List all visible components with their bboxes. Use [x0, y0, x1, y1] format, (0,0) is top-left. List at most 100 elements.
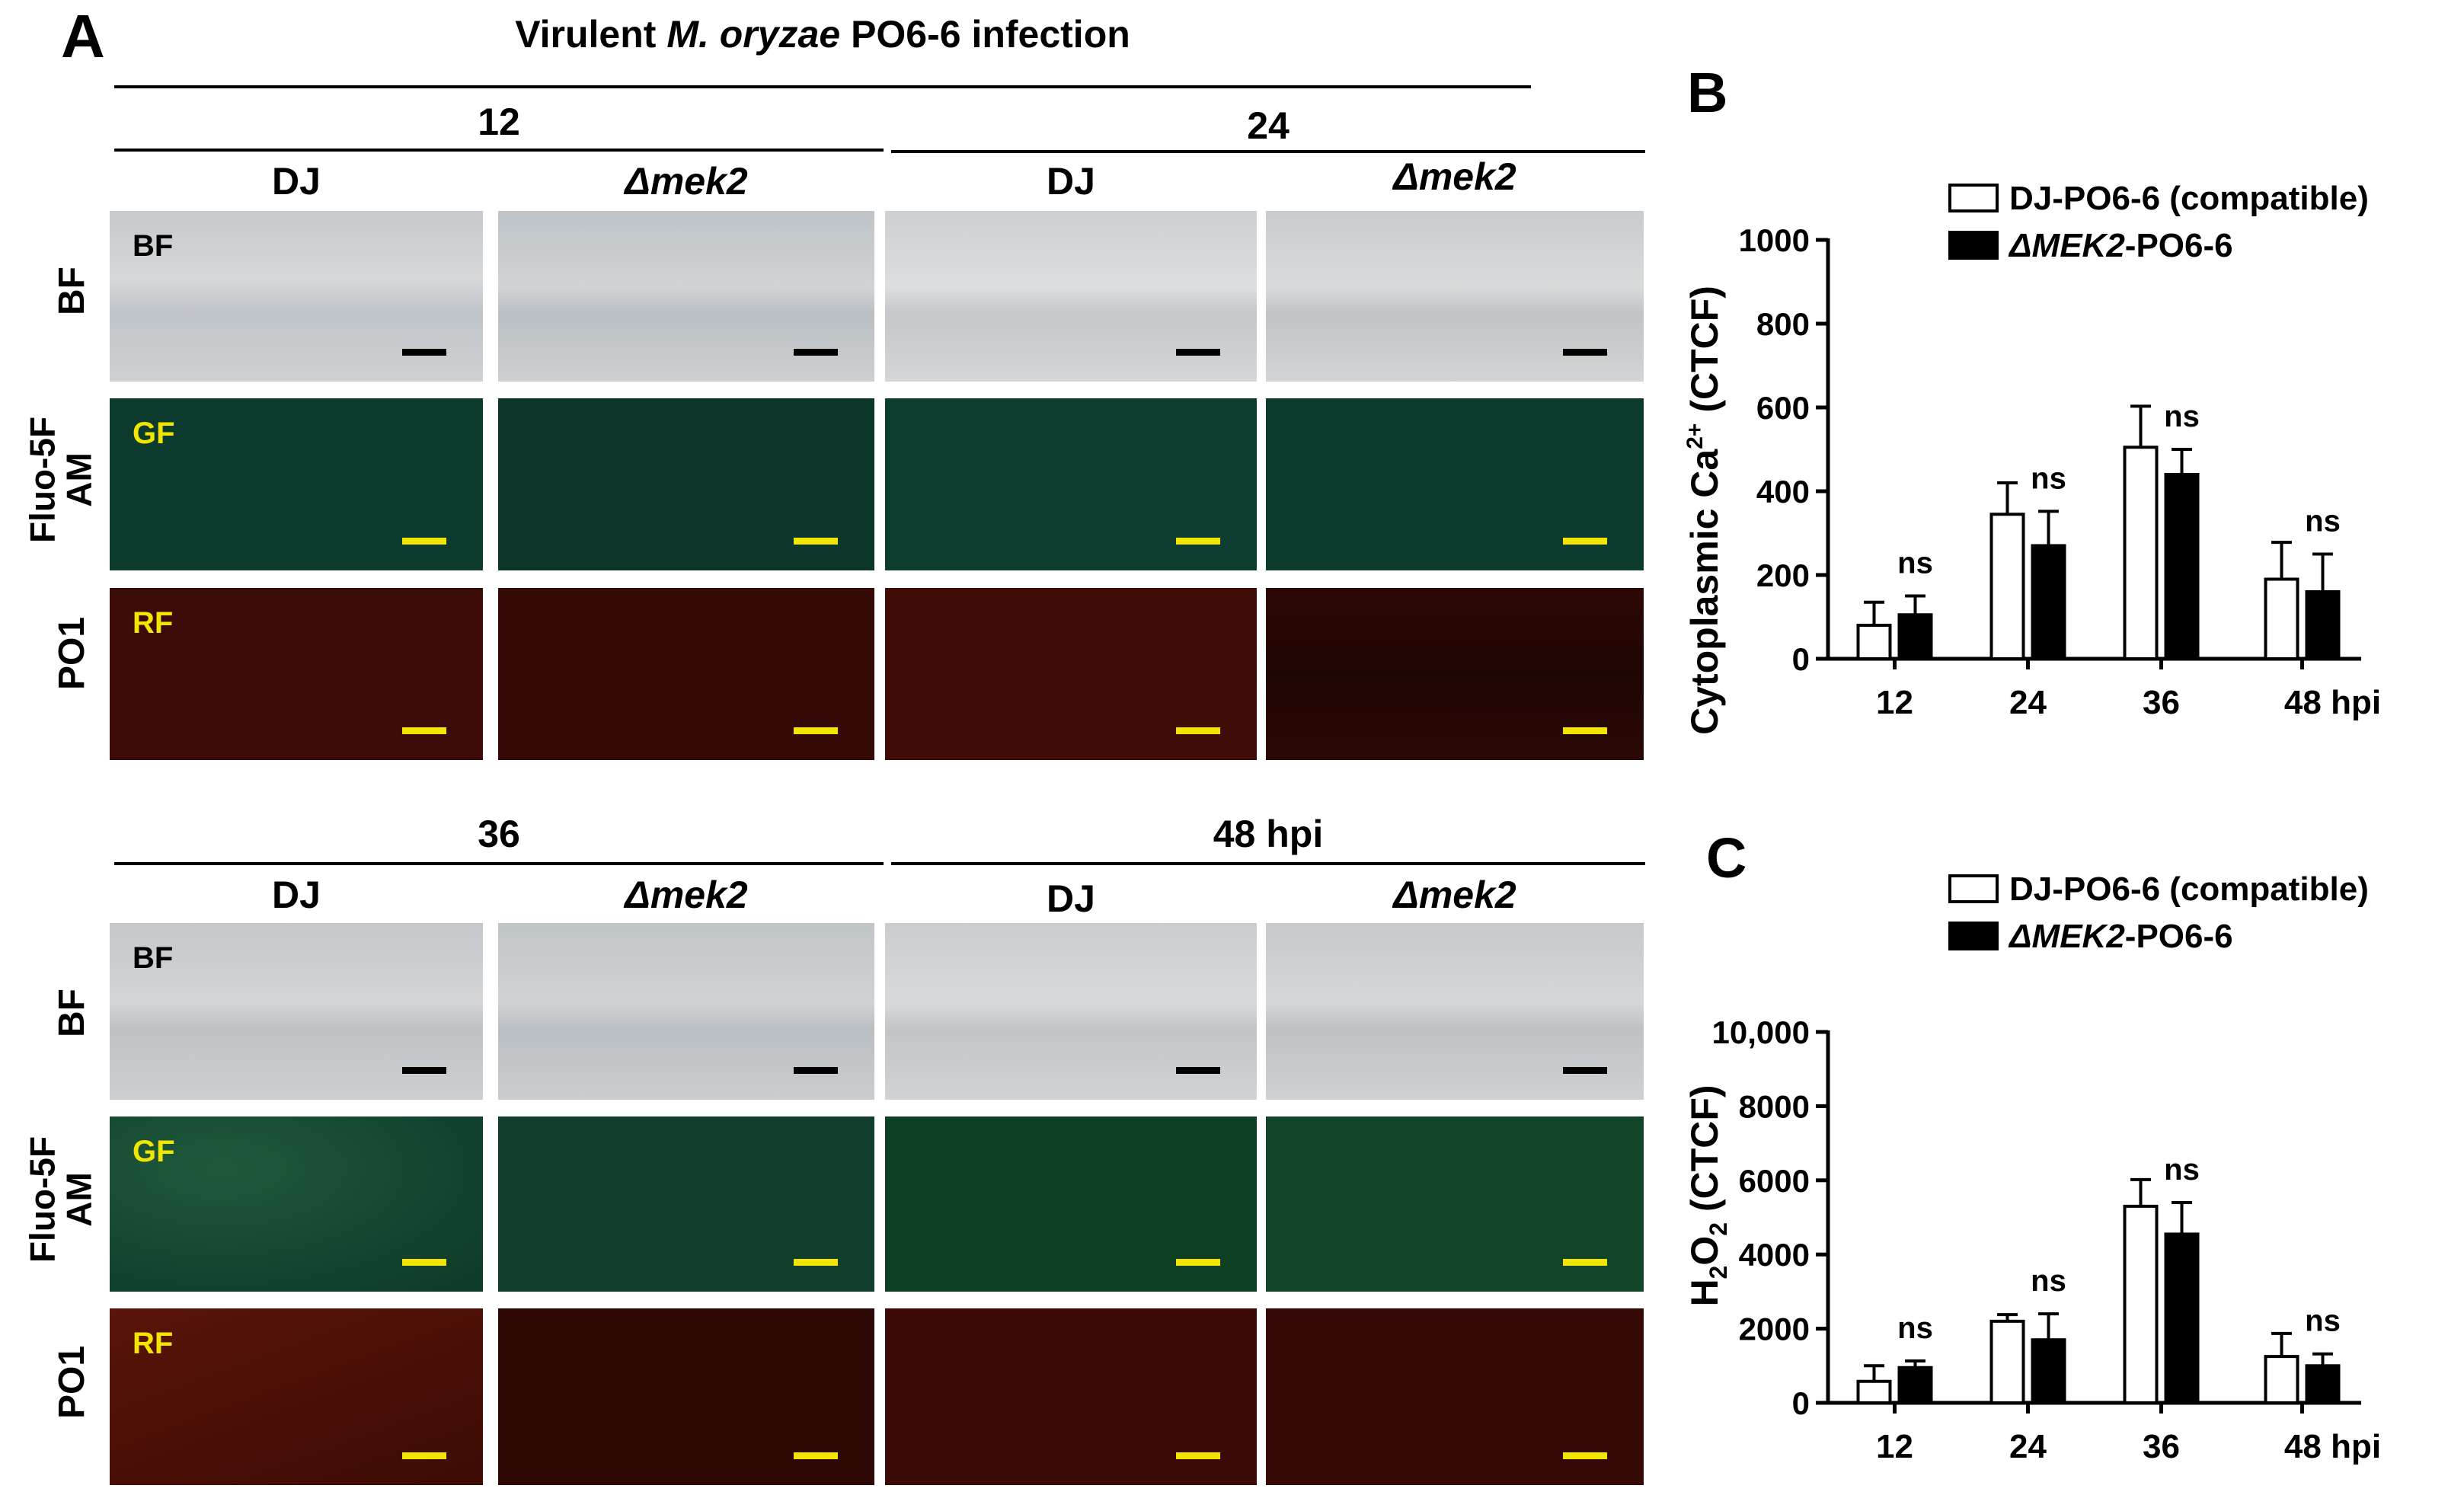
time-rule-36 [114, 862, 884, 865]
panel-c-letter: C [1706, 826, 1747, 890]
scale-bar [1563, 538, 1607, 545]
scale-bar [402, 1259, 446, 1266]
scale-bar [794, 1452, 838, 1459]
chart-b-legend-label-rest: -PO6-6 [2125, 227, 2233, 264]
chart-c-ytick-label: 2000 [1739, 1311, 1810, 1347]
chart-c-legend-swatch-dj [1948, 874, 1999, 903]
chart-c-ns-label: ns [2031, 1264, 2066, 1298]
scale-bar [1176, 349, 1220, 356]
title-suffix: PO6-6 infection [840, 13, 1130, 56]
col-mutant-4-text: Δmek2 [1393, 874, 1516, 916]
chart-b-ytick-label: 600 [1756, 390, 1810, 426]
chart-c-xtick-label: 36 [2143, 1428, 2180, 1465]
col-dj-2: DJ [1047, 160, 1095, 203]
time-header-48: 48 hpi [1213, 813, 1324, 855]
col-mutant-4: Δmek2 [1266, 876, 1644, 914]
chart-b-legend-label-rest: DJ-PO6-6 (compatible) [2009, 180, 2369, 217]
chart-c-legend: DJ-PO6-6 (compatible) ΔMEK2-PO6-6 [1948, 870, 2369, 955]
chart-b-bar-dj [1856, 624, 1892, 660]
time-rule-24 [891, 150, 1645, 153]
chart-c-legend-label-mek2: ΔMEK2-PO6-6 [2008, 918, 2233, 955]
col-mutant-2: Δmek2 [1266, 158, 1644, 196]
chart-c-bar-mek2 [2305, 1364, 2341, 1404]
micrograph-bf-12-mutant [498, 211, 874, 382]
chart-c-ylabel: H2O2 (CTCF) [1683, 1085, 1732, 1306]
scale-bar [402, 349, 446, 356]
chart-b-ytick-label: 800 [1756, 306, 1810, 342]
time-rule-48 [891, 862, 1645, 865]
chart-b-bar-mek2 [2031, 544, 2066, 660]
tile-label-rf: RF [133, 1327, 174, 1360]
chart-c-ytick-label: 4000 [1739, 1237, 1810, 1273]
title-species: M. oryzae [666, 13, 841, 56]
chart-b-xtick-label: 48 hpi [2284, 684, 2381, 721]
chart-b-legend-label-italic: ΔMEK2 [2008, 227, 2125, 264]
chart-c-legend-label-dj: DJ-PO6-6 (compatible) [2009, 870, 2369, 908]
micrograph-gf-24-dj [885, 398, 1257, 570]
chart-b-legend: DJ-PO6-6 (compatible) ΔMEK2-PO6-6 [1948, 180, 2369, 264]
chart-b: Cytoplasmic Ca2+ (CTCF) 0 200 400 600 800 100… [1683, 180, 2381, 735]
chart-c-ylabel-tail: (CTCF) [1683, 1085, 1726, 1222]
col-dj-3: DJ [272, 874, 321, 916]
micrograph-bf-48-mutant [1266, 923, 1644, 1100]
chart-c-ytick-label: 10,000 [1712, 1014, 1810, 1050]
col-mutant-2-text: Δmek2 [1393, 155, 1516, 198]
chart-c-ylabel-sub2: 2 [1705, 1222, 1732, 1236]
time-header-24: 24 [1247, 104, 1290, 147]
scale-bar [402, 727, 446, 734]
chart-c-bar-mek2 [2031, 1338, 2066, 1405]
micrograph-bf-24-mutant [1266, 211, 1644, 382]
time-header-12: 12 [478, 101, 520, 143]
scale-bar [794, 538, 838, 545]
chart-b-xtick-label: 24 [2009, 684, 2047, 721]
chart-b-bar-mek2 [2164, 473, 2200, 660]
chart-c-bar-dj [2264, 1355, 2299, 1404]
tile-label-bf: BF [133, 941, 174, 975]
chart-b-ytick-label: 200 [1756, 557, 1810, 593]
chart-b-xtick-label: 36 [2143, 684, 2180, 721]
tile-label-rf: RF [133, 606, 174, 640]
chart-c-xtick-label: 48 hpi [2284, 1428, 2381, 1465]
chart-c-ylabel-text: H2O2 (CTCF) [1683, 1085, 1732, 1306]
micrograph-bf-12-dj: BF [110, 211, 483, 382]
micrograph-bf-36-mutant [498, 923, 874, 1100]
micrograph-rf-48-mutant [1266, 1308, 1644, 1485]
chart-b-bar-dj [1989, 513, 2025, 660]
micrograph-gf-48-dj [885, 1116, 1257, 1292]
chart-c-ytick-label: 8000 [1739, 1088, 1810, 1124]
scale-bar [1176, 1259, 1220, 1266]
chart-c-bar-dj [2123, 1204, 2159, 1404]
chart-c-xtick-label: 12 [1876, 1428, 1913, 1465]
chart-b-bar-dj [2264, 577, 2299, 660]
chart-b-ns-label: ns [2164, 400, 2200, 433]
row-label-bf-1: BF [52, 267, 92, 315]
micrograph-gf-12-mutant [498, 398, 874, 570]
chart-b-legend-swatch-dj [1948, 184, 1999, 212]
scale-bar [1563, 1452, 1607, 1459]
chart-c-plot: 0 2000 4000 6000 8000 10,000 12 ns 24 ns 36 ns 48 hp… [1712, 1014, 2382, 1465]
row-label-fluo-1: Fluo-5F AM [23, 417, 99, 543]
chart-b-legend-label-mek2: ΔMEK2-PO6-6 [2008, 227, 2233, 264]
scale-bar [1563, 1067, 1607, 1074]
chart-c-bar-mek2 [1897, 1366, 1933, 1404]
col-mutant-1-text: Δmek2 [625, 160, 748, 203]
chart-b-ylabel-main: Cytoplasmic Ca [1683, 449, 1726, 735]
chart-b-legend-label-dj: DJ-PO6-6 (compatible) [2009, 180, 2369, 217]
scale-bar [1176, 1067, 1220, 1074]
row-label-po1-2: PO1 [52, 1345, 92, 1420]
scale-bar [402, 538, 446, 545]
scale-bar [1563, 349, 1607, 356]
col-mutant-3: Δmek2 [498, 876, 874, 914]
micrograph-gf-36-dj: GF [110, 1116, 483, 1292]
chart-c-bar-mek2 [2164, 1232, 2200, 1405]
time-rule-12 [114, 149, 884, 152]
panel-b-letter: B [1687, 61, 1728, 124]
chart-c-ns-label: ns [2305, 1305, 2341, 1338]
chart-c-bar-dj [1989, 1319, 2025, 1404]
title-prefix: Virulent [515, 13, 667, 56]
row-label-fluo-1-line2: AM [59, 452, 99, 507]
col-dj-4: DJ [1047, 877, 1095, 920]
chart-c-xtick-label: 24 [2009, 1428, 2047, 1465]
micrograph-bf-48-dj [885, 923, 1257, 1100]
chart-b-ns-label: ns [2305, 505, 2341, 538]
